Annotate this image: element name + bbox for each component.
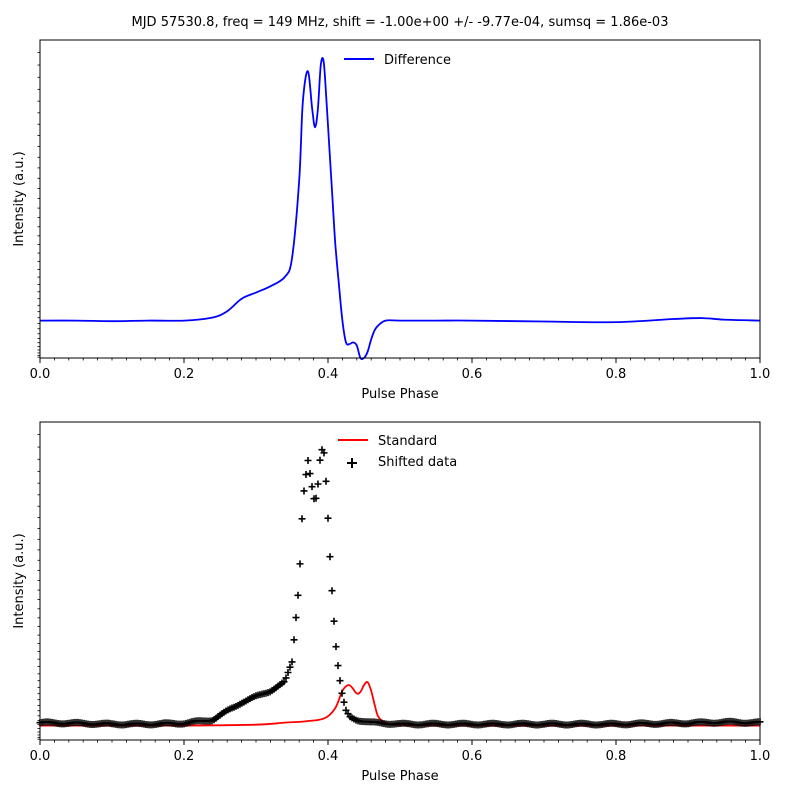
comparison-plot-area bbox=[40, 422, 760, 740]
figure-title: MJD 57530.8, freq = 149 MHz, shift = -1.… bbox=[132, 15, 669, 30]
x-tick-label: 0.4 bbox=[318, 749, 339, 764]
data-point bbox=[314, 480, 322, 488]
difference-panel: 0.0 0.2 0.4 0.6 0.8 1.0 Pulse Phase Intensity… bbox=[12, 39, 771, 402]
comparison-legend: Standard Shifted data bbox=[338, 434, 457, 470]
comparison-x-ticks: 0.0 0.2 0.4 0.6 0.8 1.0 bbox=[30, 740, 771, 764]
comparison-series-group bbox=[36, 446, 764, 729]
data-point bbox=[316, 456, 324, 464]
data-point bbox=[292, 614, 300, 622]
data-point bbox=[288, 658, 296, 666]
x-tick-label: 1.0 bbox=[750, 749, 771, 764]
data-point bbox=[322, 477, 330, 485]
x-tick-label: 0.4 bbox=[318, 367, 339, 382]
data-point bbox=[306, 470, 314, 478]
data-point bbox=[312, 494, 320, 502]
data-point bbox=[294, 591, 302, 599]
data-point bbox=[300, 487, 308, 495]
difference-series-group bbox=[39, 57, 761, 361]
difference-xlabel: Pulse Phase bbox=[361, 387, 438, 402]
difference-line bbox=[39, 57, 761, 361]
comparison-ylabel: Intensity (a.u.) bbox=[12, 533, 27, 628]
data-point bbox=[304, 456, 312, 464]
data-point bbox=[326, 553, 334, 561]
data-point bbox=[334, 662, 342, 670]
data-point bbox=[298, 515, 306, 523]
data-point bbox=[338, 689, 346, 697]
comparison-xlabel: Pulse Phase bbox=[361, 769, 438, 784]
data-point bbox=[302, 471, 310, 479]
difference-legend-label: Difference bbox=[384, 53, 451, 68]
data-point bbox=[324, 514, 332, 522]
x-tick-label: 0.8 bbox=[606, 367, 627, 382]
x-tick-label: 0.0 bbox=[30, 749, 51, 764]
shifted-data-legend-marker bbox=[347, 458, 357, 468]
comparison-plot-frame bbox=[39, 421, 761, 741]
data-point bbox=[286, 663, 294, 671]
data-point bbox=[282, 674, 290, 682]
shifted-data-legend-label: Shifted data bbox=[378, 455, 457, 470]
difference-legend: Difference bbox=[344, 53, 451, 68]
difference-x-ticks: 0.0 0.2 0.4 0.6 0.8 1.0 bbox=[30, 358, 771, 382]
data-point bbox=[340, 698, 348, 706]
data-point bbox=[284, 669, 292, 677]
data-point bbox=[280, 678, 288, 686]
comparison-panel: 0.0 0.2 0.4 0.6 0.8 1.0 Pulse Phase Intensity… bbox=[12, 421, 771, 784]
data-point bbox=[308, 483, 316, 491]
x-tick-label: 0.6 bbox=[462, 749, 483, 764]
x-tick-label: 0.6 bbox=[462, 367, 483, 382]
x-tick-label: 0.8 bbox=[606, 749, 627, 764]
data-point bbox=[332, 643, 340, 651]
data-point bbox=[328, 587, 336, 595]
data-point bbox=[296, 560, 304, 568]
data-point bbox=[320, 449, 328, 457]
difference-plot-frame bbox=[39, 39, 761, 359]
x-tick-label: 1.0 bbox=[750, 367, 771, 382]
x-tick-label: 0.2 bbox=[174, 749, 195, 764]
x-tick-label: 0.0 bbox=[30, 367, 51, 382]
data-point bbox=[336, 677, 344, 685]
standard-legend-label: Standard bbox=[378, 434, 437, 449]
data-point bbox=[290, 636, 298, 644]
shifted-data-markers bbox=[36, 446, 764, 729]
data-point bbox=[330, 617, 338, 625]
difference-plot-area bbox=[40, 40, 760, 358]
x-tick-label: 0.2 bbox=[174, 367, 195, 382]
difference-ylabel: Intensity (a.u.) bbox=[12, 151, 27, 246]
